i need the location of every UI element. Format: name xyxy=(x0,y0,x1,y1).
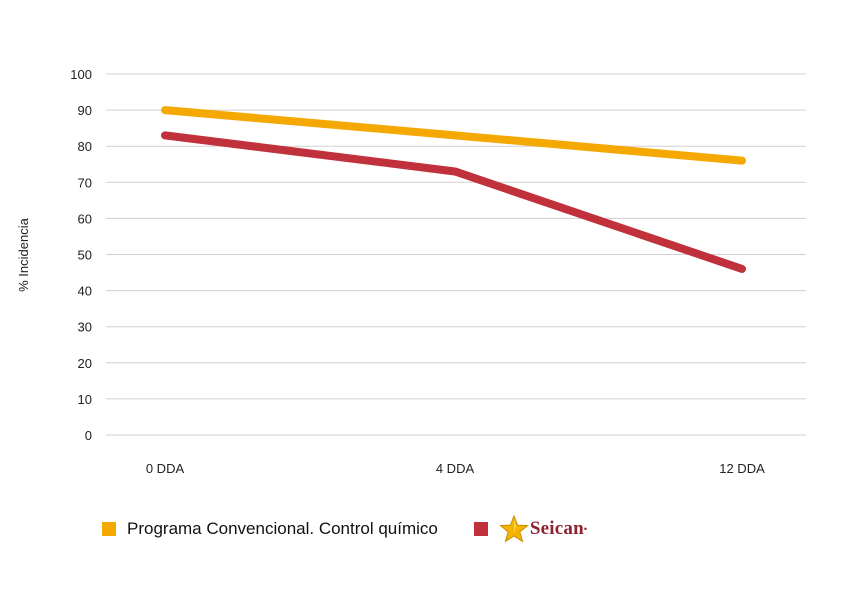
series-lines xyxy=(161,106,746,273)
seican-logo-text: Seican xyxy=(529,518,584,539)
y-tick-label: 90 xyxy=(78,103,92,118)
y-tick-label: 50 xyxy=(78,248,92,263)
y-tick-label: 10 xyxy=(78,392,92,407)
grid-lines xyxy=(106,73,806,436)
legend-label-conventional: Programa Convencional. Control químico xyxy=(127,519,438,538)
legend-swatch-red xyxy=(473,522,488,536)
seican-logo: Seican • xyxy=(499,515,587,543)
y-tick-label: 0 xyxy=(85,428,92,443)
y-axis-ticks: 0 10 20 30 40 50 60 70 80 90 100 xyxy=(70,67,92,443)
y-tick-label: 70 xyxy=(78,175,92,190)
legend-item-conventional: Programa Convencional. Control químico xyxy=(102,519,438,539)
x-tick-label: 4 DDA xyxy=(436,461,475,476)
x-tick-label: 12 DDA xyxy=(719,461,765,476)
y-tick-label: 40 xyxy=(78,284,92,299)
y-tick-label: 100 xyxy=(70,67,92,82)
y-tick-label: 80 xyxy=(78,139,92,154)
y-tick-label: 30 xyxy=(78,320,92,335)
x-axis-ticks: 0 DDA 4 DDA 12 DDA xyxy=(146,461,765,476)
y-tick-label: 60 xyxy=(78,211,92,226)
legend-swatch-orange xyxy=(102,522,116,536)
y-axis-label: % Incidencia xyxy=(16,217,31,291)
legend: Programa Convencional. Control químico S… xyxy=(102,514,623,544)
legend-item-seican: Seican • xyxy=(473,515,587,543)
x-tick-label: 0 DDA xyxy=(146,461,185,476)
y-tick-label: 20 xyxy=(78,356,92,371)
series-line-2 xyxy=(161,131,746,273)
star-icon xyxy=(499,515,529,543)
series-line-1 xyxy=(161,106,746,165)
